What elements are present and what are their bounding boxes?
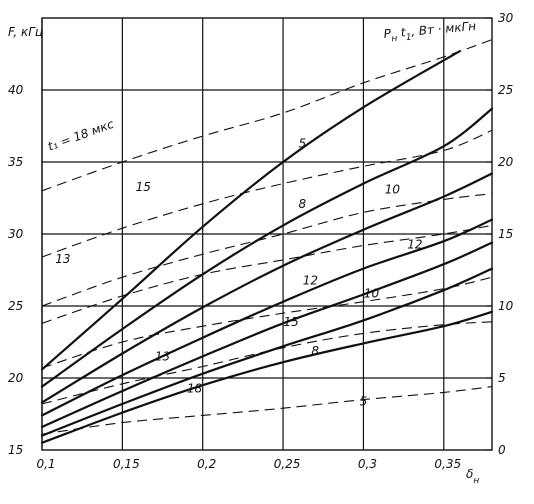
curve-label-9: 13 [155, 350, 170, 364]
y-right-tick-label-6: 30 [498, 11, 514, 25]
curve-label-3: 10 [385, 183, 401, 197]
y-left-tick-label-3: 30 [8, 227, 24, 241]
curve-label-11: 5 [360, 394, 368, 408]
x-title-delta: δ [466, 467, 473, 481]
x-tick-label-5: 0,35 [434, 457, 461, 471]
solid-series-5 [40, 267, 494, 437]
solid-series-6 [40, 310, 494, 444]
y-right-tick-label-2: 10 [498, 299, 514, 313]
x-tick-label-4: 0,3 [358, 457, 377, 471]
curve-label-6: 10 [364, 286, 380, 300]
dashed-series-3 [41, 224, 493, 324]
y-right-tick-label-0: 0 [498, 443, 506, 457]
y-left-tick-label-0: 15 [8, 443, 23, 457]
x-tick-label-1: 0,15 [113, 457, 140, 471]
curve-label-1: 5 [299, 137, 307, 151]
right-title-t: t [400, 25, 407, 39]
curve-label-5: 12 [303, 273, 318, 287]
right-title-sub2: 1 [406, 33, 413, 43]
curve-label-4: 12 [407, 237, 422, 251]
y-left-tick-label-5: 40 [8, 83, 24, 97]
right-title-sub1: н [391, 34, 398, 44]
curve-label-2: 8 [299, 197, 307, 211]
dashed-series-4 [41, 276, 493, 369]
svg-text:δн: δн [466, 467, 479, 486]
x-tick-label-3: 0,25 [274, 457, 301, 471]
curve-label-12: 15 [136, 180, 151, 194]
curve-label-7: 15 [283, 315, 298, 329]
y-right-tick-label-3: 15 [498, 227, 513, 241]
x-tick-label-2: 0,2 [197, 457, 216, 471]
dashed-series-2 [41, 193, 493, 307]
solid-series-4 [40, 241, 494, 429]
dashed-series-0 [41, 39, 493, 192]
solid-series-2 [40, 172, 494, 404]
y-left-tick-label-2: 25 [8, 299, 23, 313]
y-right-tick-label-4: 20 [498, 155, 514, 169]
solid-series-1 [40, 107, 494, 388]
y-axis-right-title: Рн t1, Вт · мкГн [383, 19, 477, 45]
solid-series-3 [40, 218, 494, 417]
curve-label-8: 8 [311, 344, 319, 358]
dashed-series-1 [41, 129, 493, 258]
right-title-rest: , Вт · мкГн [411, 19, 477, 39]
curve-label-10: 18 [187, 381, 203, 395]
right-title-p: Р [383, 26, 392, 41]
x-tick-label-0: 0,1 [36, 457, 55, 471]
dashed-series-6 [41, 386, 493, 435]
curve-label-13: 13 [55, 252, 70, 266]
y-left-tick-label-1: 20 [8, 371, 24, 385]
y-right-tick-label-5: 25 [498, 83, 513, 97]
solid-series-group [40, 50, 494, 444]
y-right-tick-label-1: 5 [498, 371, 506, 385]
grid [41, 17, 493, 451]
y-left-tick-label-4: 35 [8, 155, 23, 169]
x-axis-title: δн [466, 467, 479, 486]
solid-series-0 [40, 50, 461, 371]
x-title-sub: н [473, 476, 479, 486]
y-axis-left-title: F, кГц [8, 25, 43, 39]
tick-labels: 0,1 0,15 0,2 0,25 0,3 0,351520253035400510152… [8, 11, 514, 471]
